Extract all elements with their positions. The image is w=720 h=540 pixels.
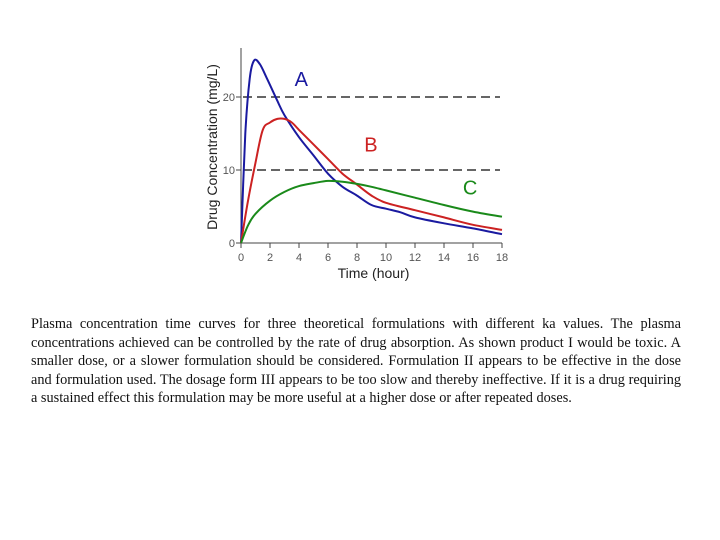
series-labels: A B C [295, 69, 478, 200]
x-tick-label: 10 [380, 252, 392, 264]
y-tick-label: 10 [223, 165, 235, 177]
x-tick-label: 16 [467, 252, 479, 264]
x-tick-label: 2 [267, 252, 273, 264]
x-tick-label: 14 [438, 252, 450, 264]
x-tick-label: 8 [354, 252, 360, 264]
series-label-c: C [463, 178, 477, 200]
y-axis-title: Drug Concentration (mg/L) [204, 64, 220, 230]
x-tick-label: 12 [409, 252, 421, 264]
x-tick-label: 0 [238, 252, 244, 264]
x-axis-title: Time (hour) [338, 265, 410, 281]
series-line-c [240, 179, 503, 244]
reference-lines [243, 96, 500, 171]
x-tick-label: 18 [496, 252, 508, 264]
figure-caption: Plasma concentration time curves for thr… [31, 316, 681, 406]
series-label-b: B [364, 134, 377, 156]
y-tick-label: 0 [229, 238, 235, 250]
x-tick-label: 4 [296, 252, 302, 264]
series-curves [240, 58, 503, 244]
series-label-a: A [295, 69, 309, 91]
y-tick-label: 20 [223, 92, 235, 104]
x-tick-label: 6 [325, 252, 331, 264]
series-line-b [240, 117, 503, 244]
series-line-a [240, 58, 503, 244]
chart-axes: 0 2 4 6 8 10 12 14 16 18 0 10 20 Time (hour) Drug Conc… [204, 48, 508, 281]
pk-curve-chart: 0 2 4 6 8 10 12 14 16 18 0 10 20 Time (hour) Drug Conc… [204, 48, 508, 281]
